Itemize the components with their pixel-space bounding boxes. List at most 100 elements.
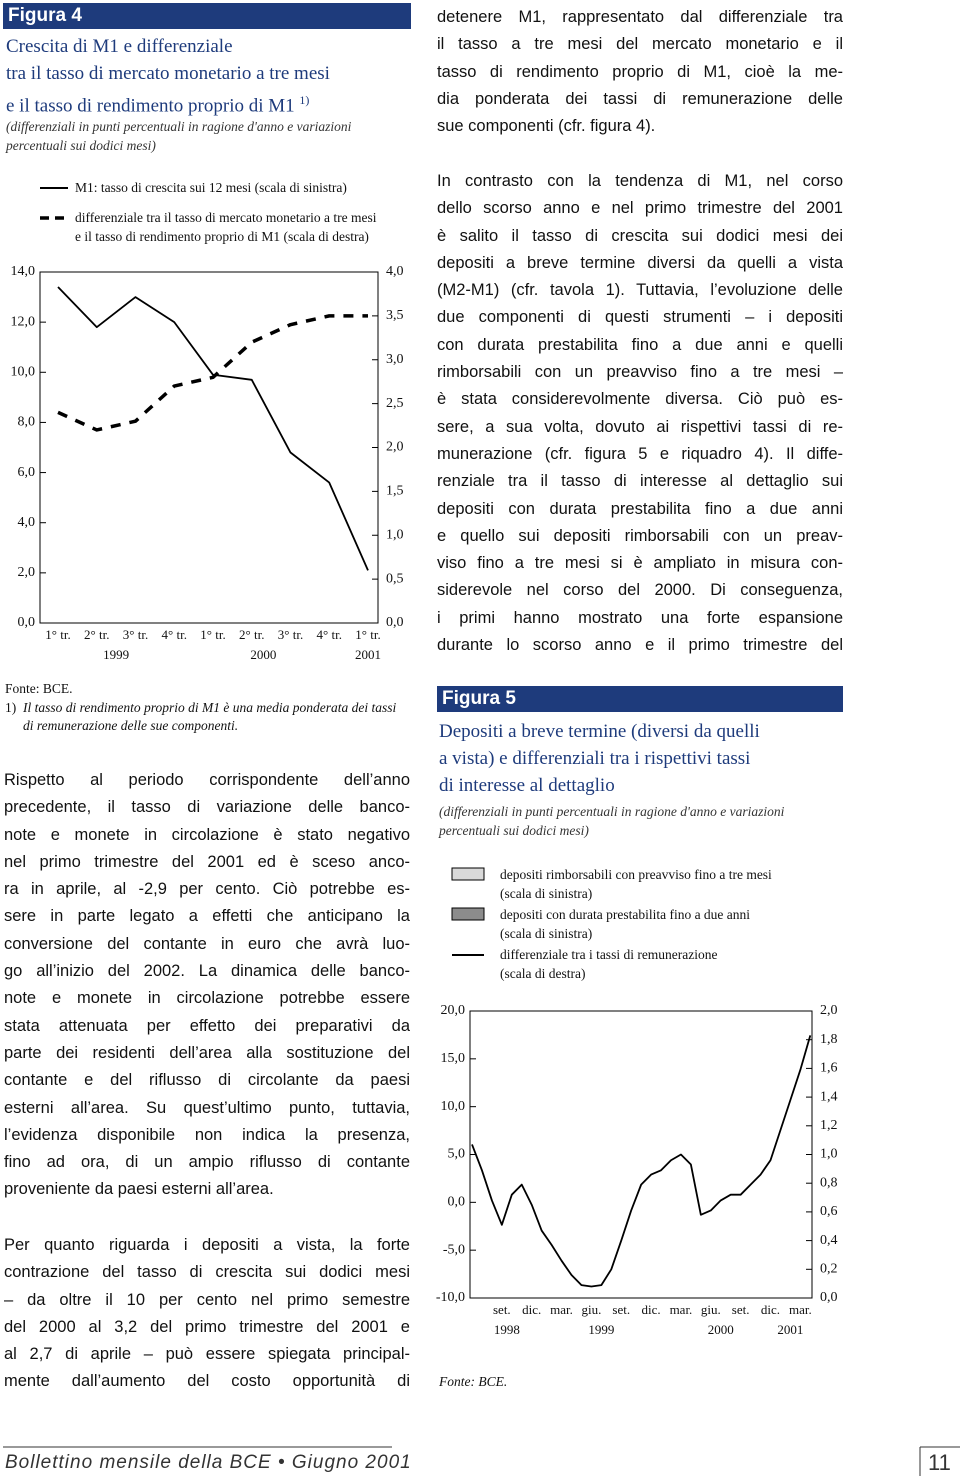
y-tick-label: 0,0 [18,615,36,630]
y2-tick-label: 0,2 [820,1262,838,1277]
title-line: Crescita di M1 e differenziale [6,36,233,57]
subtitle-line: percentuali sui dodici mesi) [439,823,589,838]
figure-label: Figura 5 [437,686,843,712]
data-line [57,314,368,432]
y-tick-label: 20,0 [441,1003,466,1018]
plot-frame [39,271,379,624]
text-line: Per quanto riguarda i depositi a vista, … [4,1236,410,1254]
subtitle-line: percentuali sui dodici mesi) [6,138,156,153]
title-line: di interesse al dettaglio [439,775,615,796]
text-line: tasso di rendimento proprio di M1, cioè … [437,62,843,81]
y-tick-label: 10,0 [11,365,36,380]
y2-tick-label: 0,8 [820,1175,838,1190]
legend-text: differenziale tra il tasso di mercato mo… [75,210,377,244]
legend-text: M1: tasso di crescita sui 12 mesi (scala… [75,180,347,195]
y-tick-label: 12,0 [11,314,36,329]
text-line: durante lo scorso anno e il primo trimes… [437,636,843,655]
x-tick-label: dic. [761,1302,780,1317]
y-tick-label: 2,0 [18,565,36,580]
figure-title: Crescita di M1 e differenziale tra il ta… [6,33,411,119]
paragraph: Per quanto riguarda i depositi a vista, … [4,1232,410,1396]
text-line: conversione del contante in euro che avr… [4,934,410,953]
paragraph: In contrasto con la tendenza di M1, nel … [437,168,843,659]
footer-journal: Bollettino mensile della BCE • Giugno 20… [5,1452,412,1473]
paragraph: Rispetto al periodo corrispondente dell’… [4,767,410,1204]
y-tick-label: 5,0 [448,1147,466,1162]
y2-tick-label: 1,2 [820,1118,838,1133]
y2-tick-label: 0,0 [820,1290,838,1305]
text-line: e quello sui depositi rimborsabili con u… [437,526,843,545]
text-line: sere in parte legato a effetti che antic… [4,907,410,926]
text-line: sue componenti (cfr. figura 4). [437,117,656,136]
text-line: l’evidenza disponibile non indica la pre… [4,1125,410,1144]
note: Il tasso di rendimento proprio di M1 è u… [23,700,397,733]
title-line: e il tasso di rendimento proprio di M1 1… [6,87,411,119]
x-tick-label: mar. [550,1302,573,1317]
text-line: munerazione (cfr. figura 5 e riquadro 4)… [437,444,843,463]
text-line: del 2000 al 3,2 del primo trimestre del … [4,1317,410,1336]
text-line: – da oltre il 10 per cento nel primo sem… [4,1290,410,1309]
figure-label: Figura 4 [3,3,411,29]
y2-tick-label: 3,5 [386,308,404,323]
title-note: 1) [299,93,310,107]
text-line: mente dall’aumento del costo opportunità… [4,1372,410,1391]
text-line: depositi con durata prestabilita fino a … [437,499,843,518]
x-tick-label: 1° tr. [45,627,70,642]
y2-tick-label: 0,5 [386,571,404,586]
x-tick-label: 4° tr. [162,627,187,642]
x-tick-label: set. [732,1302,750,1317]
year-label: 2000 [250,647,276,662]
figure-subtitle: (differenziali in punti percentuali in r… [439,802,844,840]
text-line: contrazione del tasso di crescita sui do… [4,1263,410,1282]
source: Fonte: BCE. [439,1374,508,1389]
y-tick-label: 4,0 [18,515,36,530]
x-tick-label: dic. [642,1302,661,1317]
y-tick-label: 6,0 [18,465,36,480]
figure-title: Depositi a breve termine (diversi da que… [439,718,844,799]
text-line: renziale tra il tasso di interesse al de… [437,472,843,491]
x-tick-label: set. [493,1302,511,1317]
x-tick-label: giu. [701,1302,721,1317]
text-line: go all’inizio del 2002. La dinamica dell… [4,962,410,981]
y-tick-label: 14,0 [11,264,36,279]
text-line: il tasso a tre mesi del mercato monetari… [437,35,843,54]
title-line: a vista) e differenziali tra i rispettiv… [439,748,751,769]
page-number: 11 [928,1450,951,1475]
y2-tick-label: 1,4 [820,1089,838,1104]
x-tick-label: set. [612,1302,630,1317]
text-line: note e monete in circolazione potrebbe e… [4,989,410,1008]
text-line: è salito il tasso di crescita sui dodici… [437,226,843,245]
x-tick-label: dic. [522,1302,541,1317]
y2-tick-label: 4,0 [386,264,404,279]
text-line: stata attenuata per effetto dei preparat… [4,1016,410,1035]
text-line: esterni all’area. Su quest’ultimo punto,… [4,1098,410,1117]
text-line: viso fino a tre mesi si è ampliato in mi… [437,554,843,573]
y-tick-label: 15,0 [441,1051,466,1066]
title-text: e il tasso di rendimento proprio di M1 [6,95,295,117]
data-line [57,286,369,571]
y-tick-label: 10,0 [441,1099,466,1114]
text-line: i primi hanno mostrato una forte espansi… [437,608,843,627]
legend-swatch [451,907,485,921]
subtitle-line: (differenziali in punti percentuali in r… [439,804,785,819]
text-line: è stata considerevolmente diversa. Ciò p… [437,390,843,409]
x-tick-label: 1° tr. [200,627,225,642]
year-label: 1999 [588,1322,614,1337]
text-line: depositi a breve termine diversi da quel… [437,253,843,272]
legend-text: depositi con durata prestabilita fino a … [500,907,751,941]
text-line: contante e del riflusso di circolante da… [4,1071,410,1090]
text-line: Rispetto al periodo corrispondente dell’… [4,771,410,789]
text-line: precedente, il tasso di variazione delle… [4,798,410,817]
title-line: tra il tasso di mercato monetario a tre … [6,63,330,84]
text-line: ra in aprile, al -2,9 per cento. Ciò pot… [4,880,410,899]
text-line: (M2-M1) (cfr. tavola 1). Tuttavia, l’evo… [437,281,843,300]
y2-tick-label: 0,4 [820,1233,838,1248]
year-label: 1999 [103,647,129,662]
x-tick-label: 2° tr. [239,627,264,642]
text-line: al 2,7 di aprile – può essere spiegata p… [4,1345,410,1364]
text-line: proveniente da paesi esterni all’area. [4,1180,274,1199]
y-tick-label: -10,0 [436,1290,465,1305]
y2-tick-label: 1,5 [386,484,404,499]
